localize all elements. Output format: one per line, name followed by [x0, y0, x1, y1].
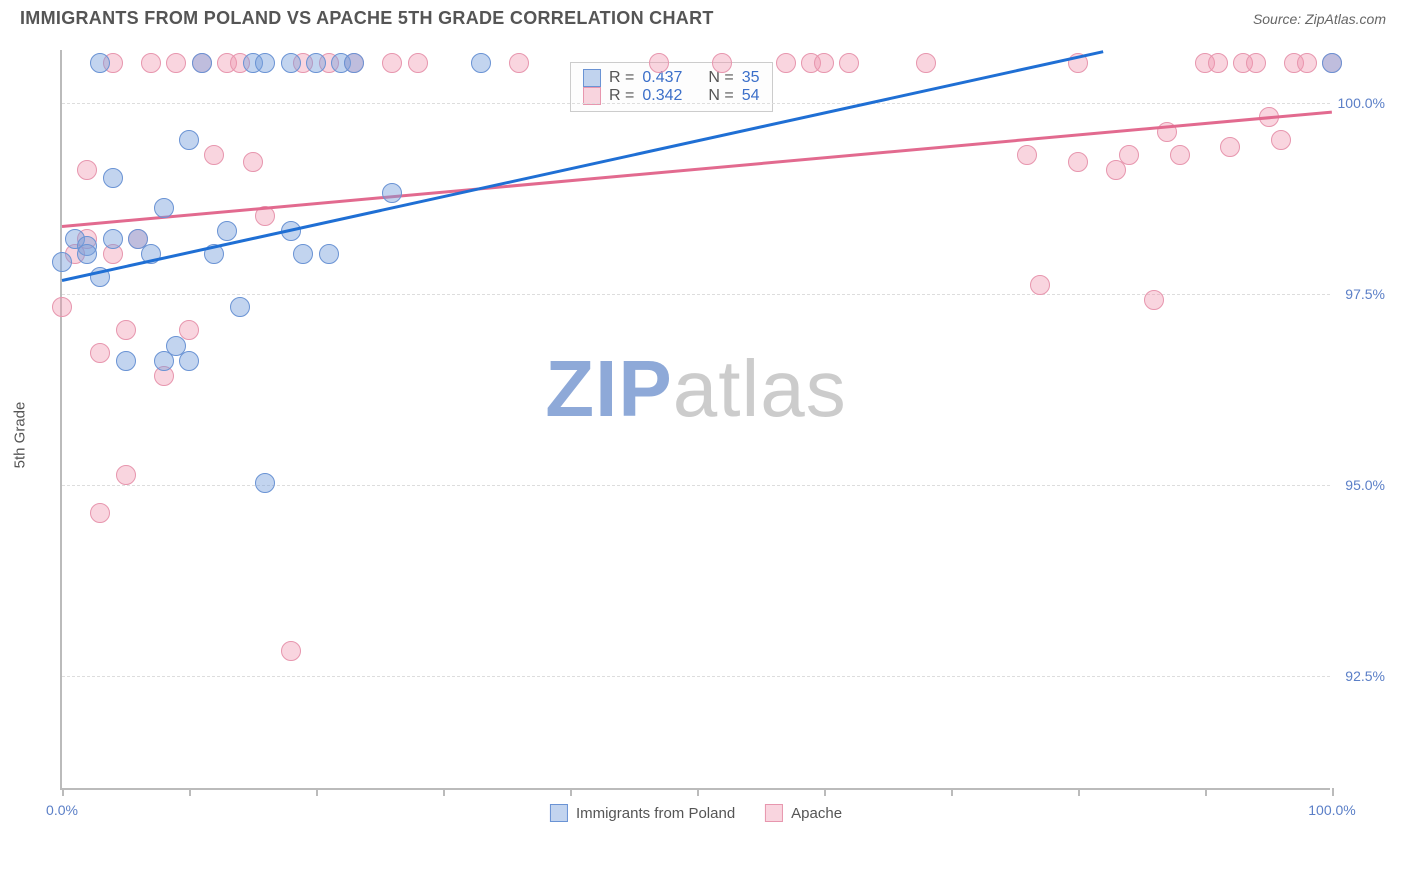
data-point — [116, 351, 136, 371]
data-point — [1208, 53, 1228, 73]
chart-title: IMMIGRANTS FROM POLAND VS APACHE 5TH GRA… — [20, 8, 714, 29]
data-point — [179, 130, 199, 150]
source-attribution: Source: ZipAtlas.com — [1253, 11, 1386, 27]
data-point — [116, 465, 136, 485]
data-point — [90, 343, 110, 363]
legend-row: R = 0.342 N = 54 — [583, 87, 760, 105]
data-point — [281, 641, 301, 661]
legend-label: Apache — [791, 805, 842, 822]
y-axis-label: 5th Grade — [12, 402, 29, 469]
data-point — [776, 53, 796, 73]
data-point — [1271, 130, 1291, 150]
legend-swatch — [583, 87, 601, 105]
x-tick — [62, 788, 64, 796]
data-point — [293, 244, 313, 264]
x-tick — [1078, 788, 1080, 796]
data-point — [814, 53, 834, 73]
x-tick — [824, 788, 826, 796]
legend-swatch — [583, 69, 601, 87]
data-point — [344, 53, 364, 73]
data-point — [1119, 145, 1139, 165]
gridline — [62, 485, 1330, 486]
data-point — [1322, 53, 1342, 73]
x-tick-label: 100.0% — [1308, 802, 1355, 818]
data-point — [154, 198, 174, 218]
y-tick-label: 92.5% — [1345, 668, 1385, 684]
data-point — [471, 53, 491, 73]
data-point — [1246, 53, 1266, 73]
data-point — [103, 229, 123, 249]
data-point — [1068, 152, 1088, 172]
legend-n-value: 54 — [742, 87, 760, 105]
legend-item: Immigrants from Poland — [550, 804, 735, 822]
data-point — [166, 53, 186, 73]
data-point — [90, 503, 110, 523]
x-tick — [570, 788, 572, 796]
data-point — [77, 244, 97, 264]
y-tick-label: 100.0% — [1338, 95, 1385, 111]
legend-swatch — [765, 804, 783, 822]
legend-label: Immigrants from Poland — [576, 805, 735, 822]
x-tick — [951, 788, 953, 796]
data-point — [916, 53, 936, 73]
x-tick — [189, 788, 191, 796]
plot-region: ZIPatlas R = 0.437N = 35R = 0.342N = 54 … — [60, 50, 1330, 790]
gridline — [62, 676, 1330, 677]
series-legend: Immigrants from Poland Apache — [550, 804, 842, 822]
data-point — [1017, 145, 1037, 165]
data-point — [408, 53, 428, 73]
data-point — [319, 244, 339, 264]
legend-n-label: N = — [708, 87, 733, 105]
y-tick-label: 95.0% — [1345, 477, 1385, 493]
data-point — [52, 252, 72, 272]
data-point — [77, 160, 97, 180]
x-tick — [1332, 788, 1334, 796]
legend-n-value: 35 — [742, 69, 760, 87]
y-tick-label: 97.5% — [1345, 286, 1385, 302]
data-point — [306, 53, 326, 73]
x-tick-label: 0.0% — [46, 802, 78, 818]
data-point — [281, 53, 301, 73]
correlation-legend: R = 0.437N = 35R = 0.342 N = 54 — [570, 62, 773, 112]
data-point — [1297, 53, 1317, 73]
legend-r-label: R = — [609, 87, 634, 105]
data-point — [103, 168, 123, 188]
data-point — [192, 53, 212, 73]
legend-swatch — [550, 804, 568, 822]
data-point — [509, 53, 529, 73]
data-point — [255, 53, 275, 73]
x-tick — [443, 788, 445, 796]
data-point — [712, 53, 732, 73]
data-point — [382, 183, 402, 203]
legend-r-label: R = — [609, 69, 634, 87]
x-tick — [697, 788, 699, 796]
data-point — [649, 53, 669, 73]
gridline — [62, 103, 1330, 104]
data-point — [1170, 145, 1190, 165]
data-point — [52, 297, 72, 317]
x-tick — [316, 788, 318, 796]
data-point — [179, 351, 199, 371]
data-point — [116, 320, 136, 340]
data-point — [255, 473, 275, 493]
data-point — [141, 53, 161, 73]
data-point — [243, 152, 263, 172]
chart-area: 5th Grade ZIPatlas R = 0.437N = 35R = 0.… — [60, 50, 1380, 820]
data-point — [1220, 137, 1240, 157]
legend-item: Apache — [765, 804, 842, 822]
data-point — [1030, 275, 1050, 295]
legend-r-value: 0.342 — [642, 87, 682, 105]
data-point — [230, 297, 250, 317]
data-point — [839, 53, 859, 73]
data-point — [204, 145, 224, 165]
data-point — [1144, 290, 1164, 310]
data-point — [382, 53, 402, 73]
x-tick — [1205, 788, 1207, 796]
legend-row: R = 0.437N = 35 — [583, 69, 760, 87]
data-point — [90, 53, 110, 73]
watermark: ZIPatlas — [545, 343, 846, 435]
data-point — [217, 221, 237, 241]
gridline — [62, 294, 1330, 295]
